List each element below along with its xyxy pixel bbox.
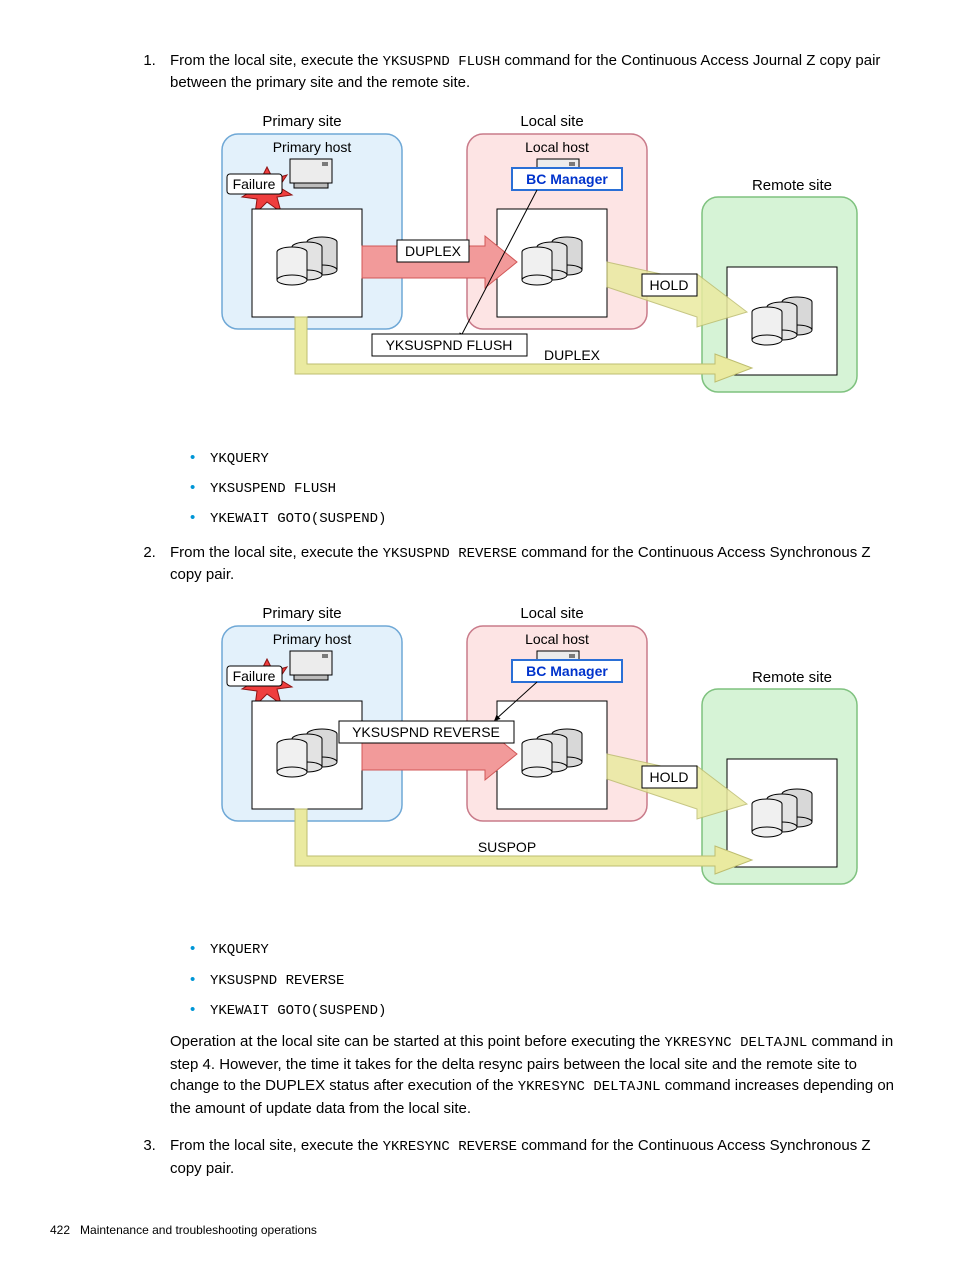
command: YKEWAIT GOTO(SUSPEND) [210,1003,386,1019]
label-cmd-box: YKSUSPND REVERSE [352,724,500,740]
step-list: From the local site, execute the YKSUSPN… [50,50,904,1180]
label-duplex-bottom: DUPLEX [544,347,601,363]
diagram-2: Primary site Local site Remote site Prim… [207,604,867,904]
list-item: YKQUERY [190,938,904,960]
label-hold: HOLD [650,277,689,293]
diagram-2-wrap: Primary site Local site Remote site Prim… [170,604,904,911]
label-suspop: SUSPOP [478,839,536,855]
step-1: From the local site, execute the YKSUSPN… [160,50,904,530]
step-2: From the local site, execute the YKSUSPN… [160,542,904,1120]
step-1-bullets: YKQUERY YKSUSPEND FLUSH YKEWAIT GOTO(SUS… [170,447,904,530]
command: YKEWAIT GOTO(SUSPEND) [210,511,386,527]
label-local-site: Local site [520,605,583,622]
text: Operation at the local site can be start… [170,1033,664,1050]
command: YKSUSPEND FLUSH [210,481,336,497]
step-1-text: From the local site, execute the YKSUSPN… [170,50,904,94]
diagram-1: Primary site Local site Remote site Prim… [207,112,867,412]
host-icon [290,651,332,680]
list-item: YKSUSPEND FLUSH [190,477,904,499]
host-icon [290,159,332,188]
label-local-site: Local site [520,113,583,130]
command: YKRESYNC DELTAJNL [518,1079,661,1095]
text: From the local site, execute the [170,52,383,69]
label-failure: Failure [233,176,276,192]
step-2-para: Operation at the local site can be start… [170,1031,904,1119]
step-2-bullets: YKQUERY YKSUSPND REVERSE YKEWAIT GOTO(SU… [170,938,904,1021]
label-hold: HOLD [650,769,689,785]
label-remote-site: Remote site [752,669,832,686]
label-remote-site: Remote site [752,177,832,194]
text: From the local site, execute the [170,1137,383,1154]
command: YKQUERY [210,451,269,467]
step-3-text: From the local site, execute the YKRESYN… [170,1135,904,1179]
label-primary-site: Primary site [262,605,341,622]
diagram-1-wrap: Primary site Local site Remote site Prim… [170,112,904,419]
label-duplex-top: DUPLEX [405,243,462,259]
label-bc-manager: BC Manager [526,171,608,187]
footer-title: Maintenance and troubleshooting operatio… [80,1223,317,1237]
label-primary-host: Primary host [273,139,352,155]
command: YKSUSPND REVERSE [210,973,344,989]
list-item: YKEWAIT GOTO(SUSPEND) [190,999,904,1021]
page-footer: 422 Maintenance and troubleshooting oper… [50,1222,317,1239]
command: YKQUERY [210,942,269,958]
label-failure: Failure [233,668,276,684]
label-local-host: Local host [525,631,589,647]
command: YKRESYNC REVERSE [383,1139,517,1155]
step-2-text: From the local site, execute the YKSUSPN… [170,542,904,586]
page-number: 422 [50,1223,70,1237]
command: YKSUSPND FLUSH [383,54,501,70]
label-bc-manager: BC Manager [526,663,608,679]
label-primary-host: Primary host [273,631,352,647]
list-item: YKSUSPND REVERSE [190,969,904,991]
list-item: YKEWAIT GOTO(SUSPEND) [190,507,904,529]
label-primary-site: Primary site [262,113,341,130]
command: YKSUSPND REVERSE [383,546,517,562]
label-local-host: Local host [525,139,589,155]
command: YKRESYNC DELTAJNL [664,1035,807,1051]
text: From the local site, execute the [170,544,383,561]
list-item: YKQUERY [190,447,904,469]
step-3: From the local site, execute the YKRESYN… [160,1135,904,1179]
label-cmd-box: YKSUSPND FLUSH [386,337,513,353]
